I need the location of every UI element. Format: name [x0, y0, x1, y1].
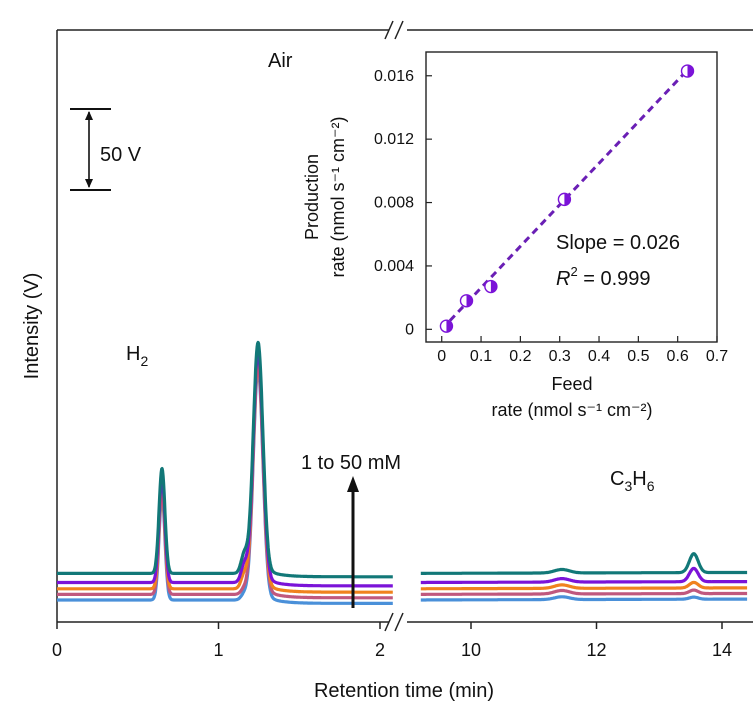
series-2-segment-1	[55, 361, 394, 600]
series-5-segment-1	[55, 340, 394, 579]
series-5	[55, 340, 749, 579]
inset-y-label-line2: rate (nmol s⁻¹ cm⁻²)	[328, 116, 348, 277]
axis-break-bottom	[384, 612, 404, 632]
inset-ticks: 0 0.1 0.2 0.3 0.4 0.5 0.6 0.7 0 0.004 0.008 0.012 0.…	[374, 68, 728, 365]
series-3	[55, 356, 749, 594]
scale-bar-label: 50 V	[100, 144, 142, 166]
inset-y-tick-label: 0.004	[374, 258, 414, 275]
inset-point-5	[680, 64, 695, 78]
inset-point-4	[557, 192, 572, 207]
series-2	[55, 361, 749, 600]
series-2-segment-2	[419, 588, 749, 596]
peak-label-c3h6: C3H6	[610, 468, 655, 494]
x-tick-label: 12	[586, 640, 606, 660]
inset-x-tick-label: 0	[437, 348, 446, 365]
inset-y-label-line1: Production	[302, 154, 322, 240]
series-1	[55, 367, 749, 605]
inset-x-tick-label: 0.7	[706, 348, 728, 365]
peak-label-air: Air	[268, 50, 293, 72]
concentration-label: 1 to 50 mM	[301, 452, 401, 474]
main-x-ticks: 0 1 2 10 12 14	[52, 622, 732, 660]
inset-y-tick-label: 0.008	[374, 195, 414, 212]
series-5-segment-2	[419, 552, 749, 575]
inset-x-tick-label: 0.5	[627, 348, 649, 365]
x-tick-label: 1	[213, 640, 223, 660]
inset-x-tick-label: 0.2	[509, 348, 531, 365]
inset-x-tick-label: 0.4	[588, 348, 610, 365]
main-plot-frame	[56, 20, 753, 632]
series-1-segment-1	[55, 367, 394, 605]
series-1-segment-2	[419, 595, 749, 602]
inset-x-label-line1: Feed	[551, 374, 592, 394]
slope-text: Slope = 0.026	[556, 232, 680, 254]
inset-point-2	[459, 294, 474, 308]
inset-plot: 0 0.1 0.2 0.3 0.4 0.5 0.6 0.7 0 0.004 0.008 0.012 0.…	[302, 51, 728, 420]
series-4-segment-2	[419, 566, 749, 585]
inset-x-tick-label: 0.3	[549, 348, 571, 365]
x-tick-label: 14	[712, 640, 732, 660]
inset-y-tick-label: 0.012	[374, 131, 414, 148]
inset-points	[439, 64, 695, 333]
inset-point-1	[439, 319, 454, 333]
peak-label-h2: H2	[126, 343, 148, 369]
y-axis-label: Intensity (V)	[21, 273, 43, 380]
scale-bar: 50 V	[70, 108, 142, 191]
series-4-segment-1	[55, 349, 394, 588]
axis-break-top	[384, 20, 404, 40]
series-3-segment-2	[419, 580, 749, 591]
inset-x-tick-label: 0.6	[667, 348, 689, 365]
x-tick-label: 10	[461, 640, 481, 660]
series-3-segment-1	[55, 356, 394, 594]
inset-point-3	[484, 279, 498, 294]
series-4	[55, 349, 749, 588]
inset-x-label-line2: rate (nmol s⁻¹ cm⁻²)	[491, 400, 652, 420]
concentration-arrow	[347, 476, 359, 608]
inset-y-tick-label: 0.016	[374, 68, 414, 85]
inset-x-tick-label: 0.1	[470, 348, 492, 365]
r2-text: R2 = 0.999	[556, 264, 651, 290]
x-tick-label: 0	[52, 640, 62, 660]
inset-y-tick-label: 0	[405, 321, 414, 338]
chromatogram-series	[55, 340, 749, 605]
x-tick-label: 2	[375, 640, 385, 660]
x-axis-label: Retention time (min)	[314, 680, 494, 702]
